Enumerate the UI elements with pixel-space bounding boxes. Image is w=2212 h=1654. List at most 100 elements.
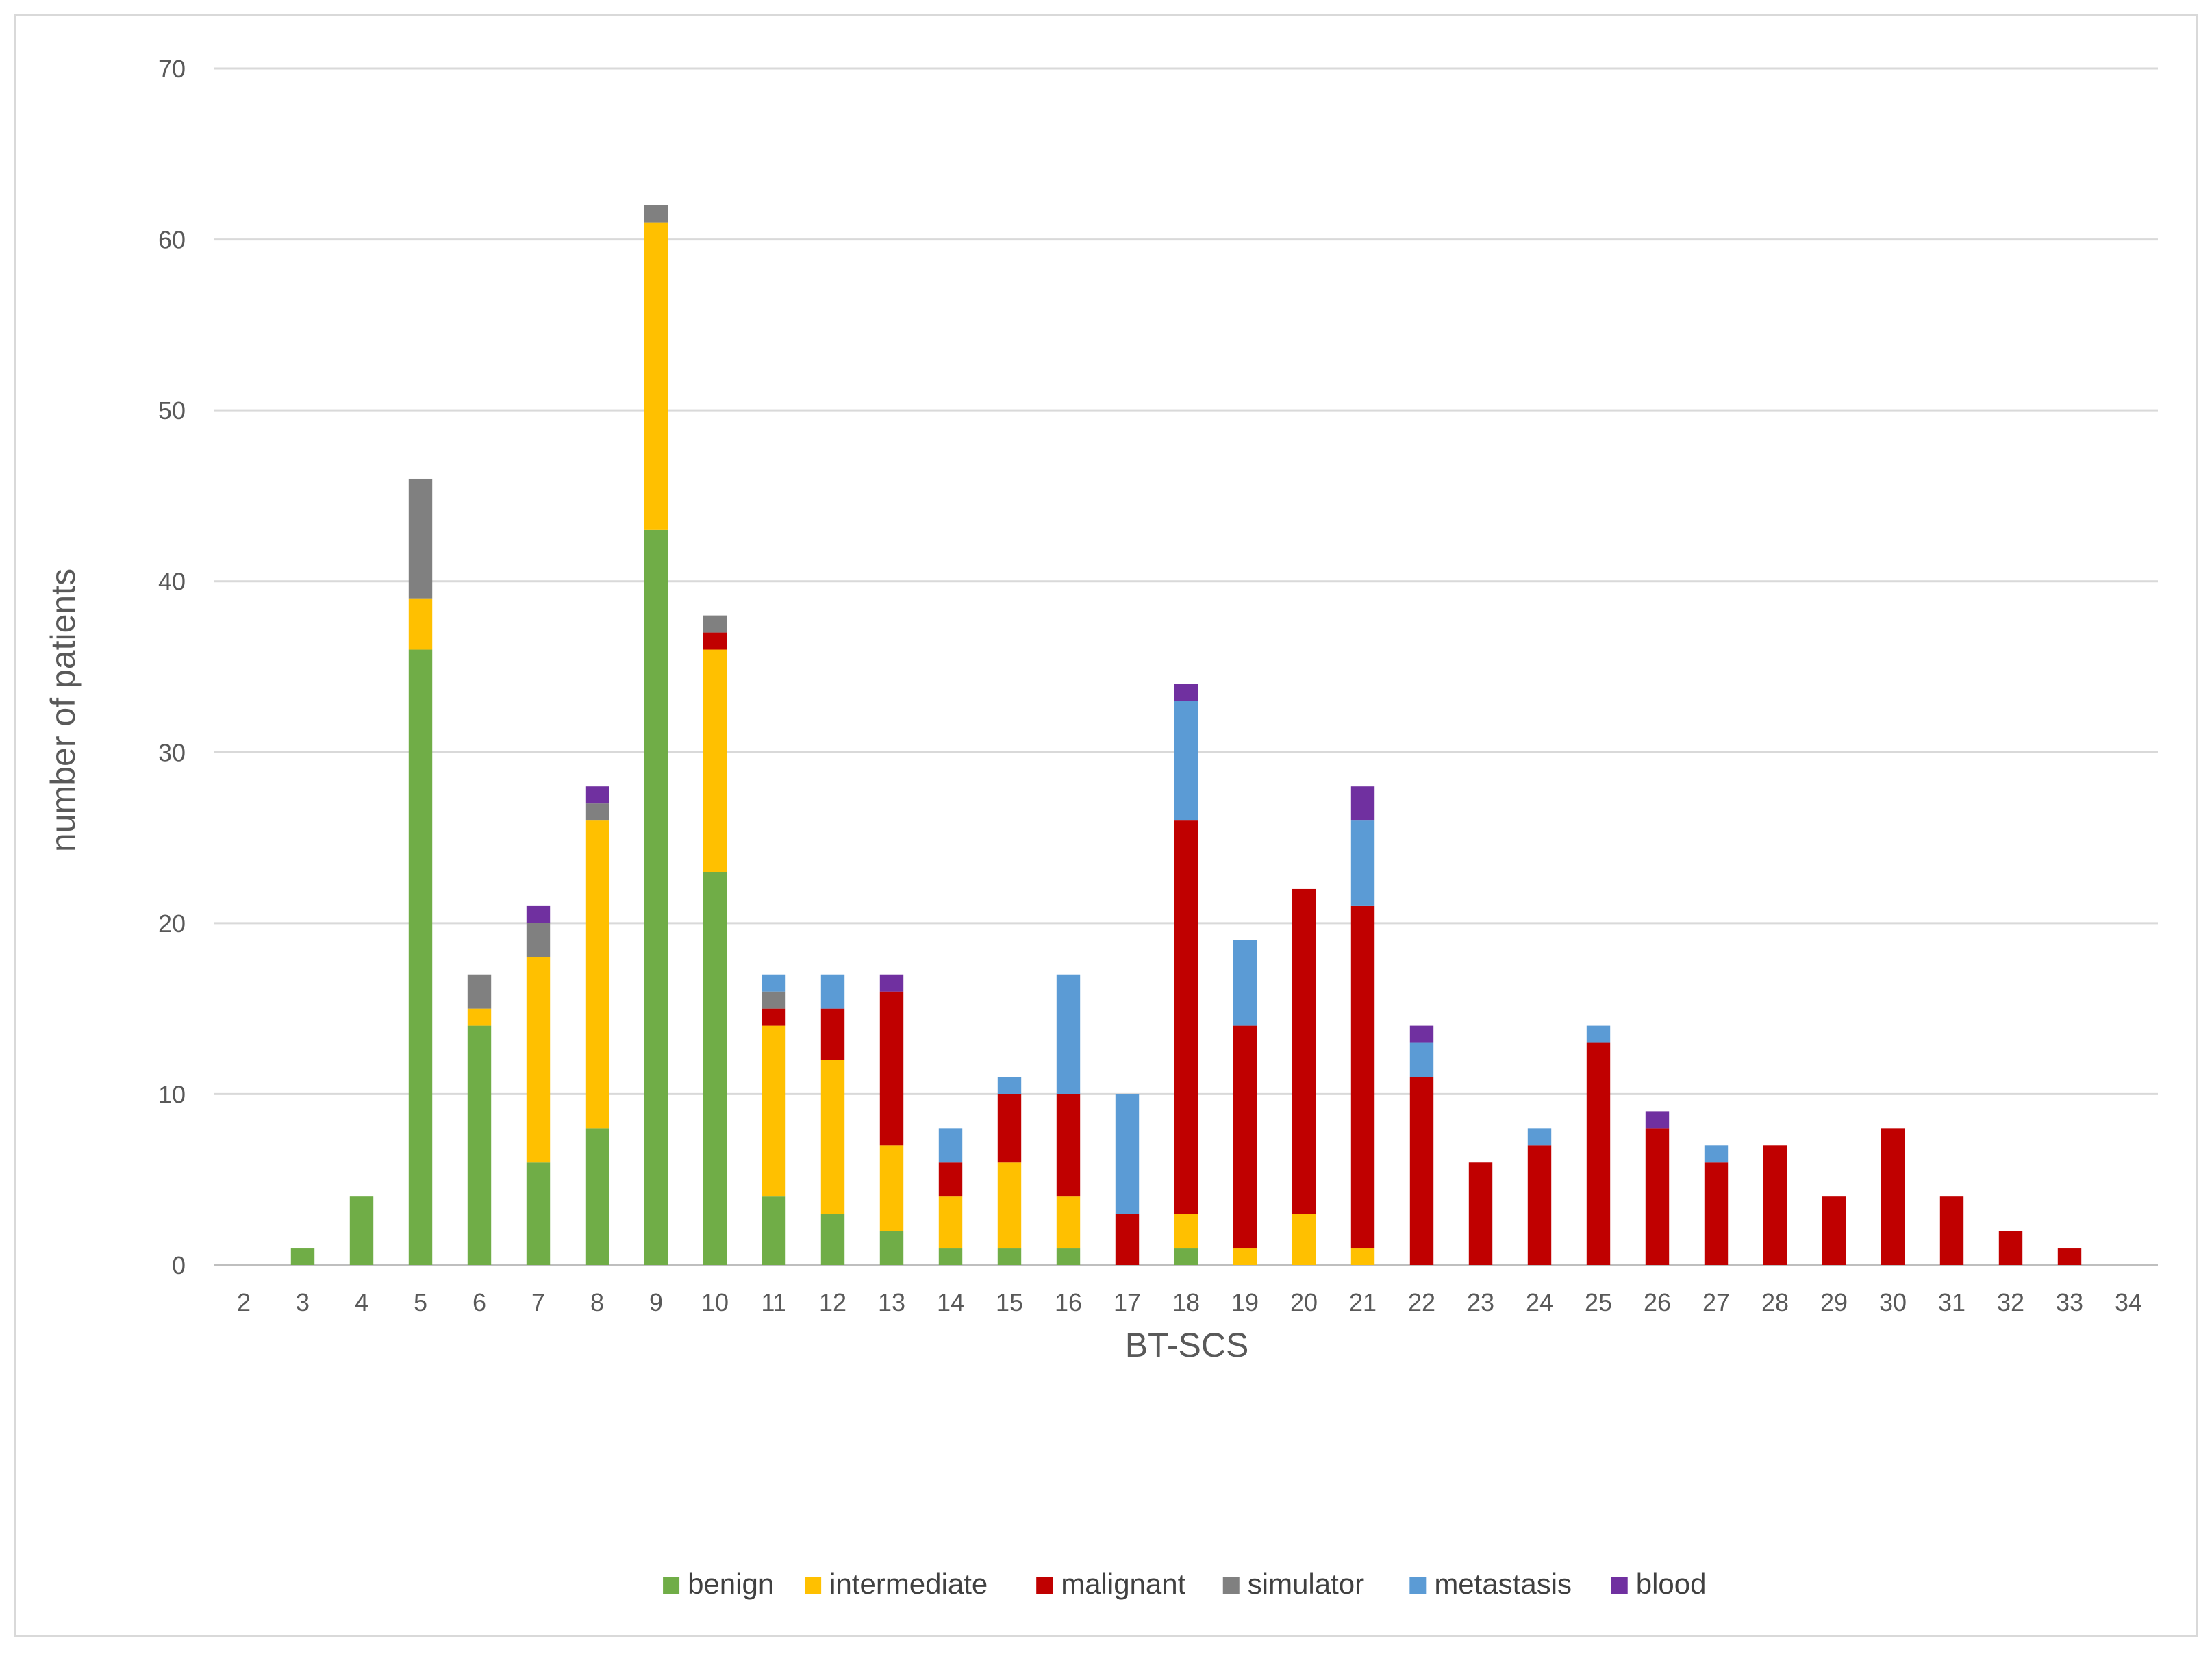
bar-segment-metastasis — [762, 974, 786, 992]
x-tick-label: 5 — [414, 1288, 427, 1316]
bar-segment-intermediate — [526, 957, 551, 1163]
bar-segment-malignant — [1174, 820, 1198, 1214]
bar-segment-intermediate — [1174, 1214, 1198, 1249]
x-tick-label: 10 — [701, 1288, 729, 1316]
bar-segment-benign — [526, 1162, 551, 1265]
bar-segment-malignant — [1527, 1145, 1552, 1265]
x-tick-label: 33 — [2056, 1288, 2083, 1316]
bar-segment-simulator — [408, 478, 433, 599]
x-tick-label: 6 — [473, 1288, 486, 1316]
bar-segment-metastasis — [1586, 1025, 1611, 1043]
legend-label-simulator: simulator — [1248, 1568, 1364, 1600]
x-tick-label: 16 — [1055, 1288, 1082, 1316]
bar-segment-benign — [585, 1128, 609, 1265]
x-tick-label: 9 — [649, 1288, 663, 1316]
bar-segment-benign — [879, 1231, 904, 1265]
y-tick-label: 10 — [158, 1080, 186, 1108]
bar-segment-malignant — [1350, 905, 1375, 1249]
legend-label-benign: benign — [688, 1568, 774, 1600]
bar-segment-blood — [1350, 786, 1375, 821]
bar-segment-benign — [938, 1248, 963, 1265]
x-tick-label: 7 — [531, 1288, 545, 1316]
bar-segment-blood — [879, 974, 904, 992]
bar-segment-benign — [644, 529, 668, 1266]
bar-segment-metastasis — [820, 974, 845, 1009]
legend-label-blood: blood — [1636, 1568, 1707, 1600]
bar-segment-metastasis — [997, 1077, 1022, 1094]
bar-segment-simulator — [585, 803, 609, 821]
bar-segment-malignant — [762, 1008, 786, 1026]
bar-segment-malignant — [2057, 1248, 2082, 1265]
bar-segment-metastasis — [1056, 974, 1081, 1094]
legend-label-metastasis: metastasis — [1434, 1568, 1572, 1600]
y-axis-title: number of patients — [44, 568, 82, 852]
bar-segment-blood — [1409, 1025, 1434, 1043]
x-tick-label: 20 — [1290, 1288, 1318, 1316]
bar-segment-blood — [526, 905, 551, 923]
bar-segment-intermediate — [997, 1162, 1022, 1249]
x-tick-label: 27 — [1702, 1288, 1730, 1316]
x-tick-label: 14 — [937, 1288, 964, 1316]
bar-segment-intermediate — [938, 1196, 963, 1249]
bar-segment-malignant — [1056, 1094, 1081, 1197]
x-tick-label: 24 — [1526, 1288, 1553, 1316]
bar-segment-intermediate — [820, 1060, 845, 1214]
legend-label-intermediate: intermediate — [829, 1568, 988, 1600]
x-tick-label: 15 — [996, 1288, 1023, 1316]
bar-segment-benign — [1056, 1248, 1081, 1265]
bar-segment-intermediate — [408, 598, 433, 650]
legend-swatch-malignant — [1036, 1577, 1053, 1594]
bar-segment-malignant — [820, 1008, 845, 1060]
x-tick-label: 11 — [761, 1288, 786, 1316]
x-tick-label: 17 — [1114, 1288, 1141, 1316]
bar-segment-malignant — [1586, 1042, 1611, 1265]
bar-segment-malignant — [1645, 1128, 1670, 1265]
bar-segment-metastasis — [1174, 701, 1198, 821]
bar-segment-intermediate — [703, 649, 727, 872]
y-tick-label: 40 — [158, 568, 186, 596]
bar-segment-intermediate — [585, 820, 609, 1129]
bar-segment-metastasis — [1704, 1145, 1729, 1163]
bar-segment-benign — [820, 1214, 845, 1265]
x-tick-label: 3 — [296, 1288, 310, 1316]
x-tick-label: 23 — [1467, 1288, 1494, 1316]
bar-segment-benign — [349, 1196, 374, 1265]
bar-segment-metastasis — [1409, 1042, 1434, 1077]
x-tick-label: 32 — [1997, 1288, 2024, 1316]
bar-segment-benign — [997, 1248, 1022, 1265]
x-tick-label: 31 — [1938, 1288, 1965, 1316]
legend-label-malignant: malignant — [1061, 1568, 1185, 1600]
bar-segment-malignant — [1881, 1128, 1905, 1265]
bar-segment-blood — [1174, 684, 1198, 701]
bar-segment-benign — [703, 871, 727, 1265]
chart-frame: 0 10 20 30 40 50 60 70 2 3 4 5 6 7 8 9 10 11 12 13 14 15 16 17… — [14, 14, 2198, 1637]
bar-segment-benign — [762, 1196, 786, 1265]
x-tick-label: 22 — [1408, 1288, 1435, 1316]
bar-segment-malignant — [938, 1162, 963, 1197]
y-tick-label: 0 — [172, 1251, 186, 1279]
legend-swatch-metastasis — [1409, 1577, 1427, 1594]
bar-segment-metastasis — [1115, 1094, 1140, 1214]
bar-segment-malignant — [1939, 1196, 1964, 1265]
legend: benign intermediate malignant simulator meta… — [663, 1568, 1706, 1600]
bar-segment-benign — [290, 1248, 315, 1265]
legend-swatch-simulator — [1222, 1577, 1240, 1594]
bar-segment-intermediate — [467, 1008, 492, 1026]
bar-segment-malignant — [703, 632, 727, 650]
y-axis-ticks: 0 10 20 30 40 50 60 70 — [158, 55, 186, 1279]
x-tick-label: 8 — [590, 1288, 604, 1316]
bar-segment-intermediate — [1350, 1248, 1375, 1265]
bar-segment-simulator — [644, 205, 668, 223]
bar-segment-malignant — [1998, 1231, 2023, 1265]
bar-segment-benign — [1174, 1248, 1198, 1265]
bar-segment-intermediate — [644, 222, 668, 530]
bar-segment-malignant — [1233, 1025, 1257, 1249]
bar-segment-benign — [408, 649, 433, 1265]
bar-segment-malignant — [1115, 1214, 1140, 1265]
bar-segment-malignant — [1468, 1162, 1493, 1265]
x-axis-title: BT-SCS — [1125, 1326, 1249, 1364]
x-tick-label: 19 — [1231, 1288, 1259, 1316]
x-tick-label: 30 — [1879, 1288, 1907, 1316]
y-tick-label: 20 — [158, 910, 186, 938]
